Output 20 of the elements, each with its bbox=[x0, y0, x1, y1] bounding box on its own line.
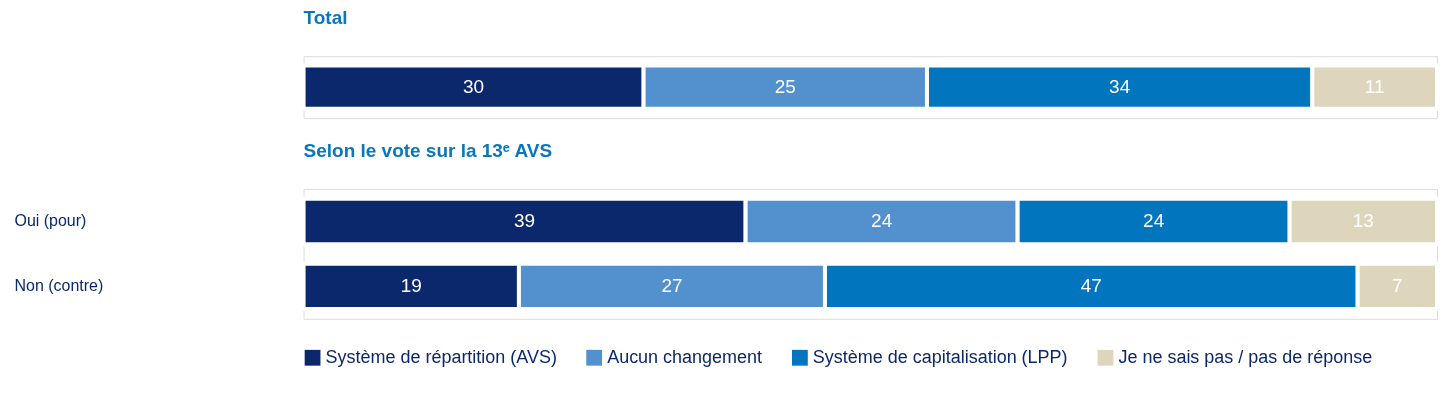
data-label: 7 bbox=[1392, 275, 1403, 297]
data-label: 11 bbox=[1364, 76, 1385, 98]
chart-title: Total bbox=[303, 7, 348, 29]
data-label: 30 bbox=[463, 76, 485, 98]
data-label: 27 bbox=[661, 275, 683, 297]
data-label: 34 bbox=[1109, 76, 1131, 98]
data-label: 47 bbox=[1080, 275, 1102, 297]
data-label: 24 bbox=[1143, 210, 1165, 232]
legend-label: Système de capitalisation (LPP) bbox=[812, 346, 1068, 367]
chart-title: Selon le vote sur la 13ᵉ AVS bbox=[303, 140, 553, 162]
data-label: 19 bbox=[400, 275, 422, 297]
data-label: 39 bbox=[514, 210, 536, 232]
legend-label: Aucun changement bbox=[607, 346, 763, 367]
legend-label: Système de répartition (AVS) bbox=[325, 346, 557, 367]
data-label: 13 bbox=[1352, 210, 1374, 232]
y-tick-label: Oui (pour) bbox=[14, 212, 87, 230]
y-tick-label: Non (contre) bbox=[14, 277, 104, 295]
data-label: 25 bbox=[774, 76, 796, 98]
legend-label: Je ne sais pas / pas de réponse bbox=[1118, 346, 1373, 367]
data-label: 24 bbox=[871, 210, 893, 232]
